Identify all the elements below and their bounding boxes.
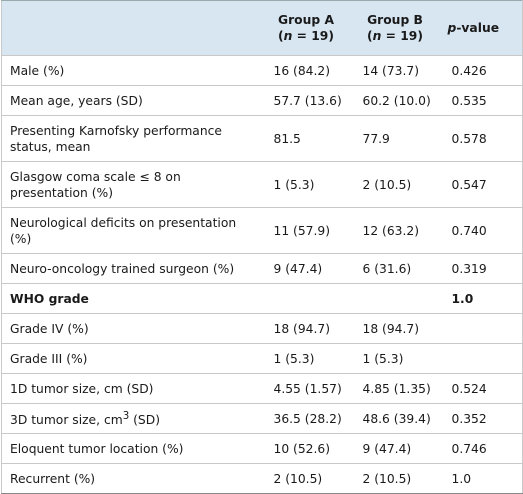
label-part: 3D tumor size, cm	[10, 413, 123, 428]
table-row: 1D tumor size, cm (SD) 4.55 (1.57) 4.85 (1…	[1, 373, 523, 404]
label-part: (SD)	[129, 413, 160, 428]
table-row: Mean age, years (SD) 57.7 (13.6) 60.2 (10.…	[1, 85, 523, 116]
value-cell: 10 (52.6)	[261, 433, 351, 464]
table-row: Presenting Karnofsky performance status,…	[1, 115, 523, 162]
header-cell	[1, 0, 262, 56]
value-cell: 1 (5.3)	[261, 161, 351, 208]
table-header: Group A (n = 19) Group B (n = 19) p-value	[1, 0, 523, 56]
n-symbol: n	[372, 29, 382, 43]
row-label: Grade III (%)	[1, 343, 262, 374]
n-symbol: n	[283, 29, 293, 43]
value-cell: 11 (57.9)	[261, 207, 351, 254]
row-label: Presenting Karnofsky performance status,…	[1, 115, 262, 162]
value-cell: 1 (5.3)	[350, 343, 440, 374]
value-cell	[261, 283, 351, 314]
value-cell: 81.5	[261, 115, 351, 162]
table-row: Recurrent (%) 2 (10.5) 2 (10.5) 1.0	[1, 463, 523, 494]
value-cell: 77.9	[350, 115, 440, 162]
value-cell: 16 (84.2)	[261, 55, 351, 86]
value-cell: 4.55 (1.57)	[261, 373, 351, 404]
value-cell: 0.578	[439, 115, 523, 162]
row-label: Recurrent (%)	[1, 463, 262, 494]
value-cell: 12 (63.2)	[350, 207, 440, 254]
group-name: Group B	[367, 13, 423, 27]
value-cell: 0.740	[439, 207, 523, 254]
p-symbol: p	[447, 21, 457, 35]
group-name: Group A	[278, 13, 334, 27]
value-cell: 1.0	[439, 283, 523, 314]
row-label: Mean age, years (SD)	[1, 85, 262, 116]
table-row: Grade IV (%) 18 (94.7) 18 (94.7)	[1, 313, 523, 344]
value-cell: 48.6 (39.4)	[350, 403, 440, 434]
value-cell: 60.2 (10.0)	[350, 85, 440, 116]
value-cell	[350, 283, 440, 314]
value-cell: 9 (47.4)	[261, 253, 351, 284]
table-row: Male (%) 16 (84.2) 14 (73.7) 0.426	[1, 55, 523, 86]
header-cell: Group B (n = 19)	[350, 0, 440, 56]
value-cell: 1 (5.3)	[261, 343, 351, 374]
row-label: Neuro-oncology trained surgeon (%)	[1, 253, 262, 284]
header-row: Group A (n = 19) Group B (n = 19) p-value	[1, 0, 523, 56]
value-cell: 6 (31.6)	[350, 253, 440, 284]
value-cell: 0.426	[439, 55, 523, 86]
p-rest: -value	[456, 21, 500, 35]
value-cell: 0.524	[439, 373, 523, 404]
value-cell: 14 (73.7)	[350, 55, 440, 86]
table-row: 3D tumor size, cm3 (SD) 36.5 (28.2) 48.6 (…	[1, 403, 523, 434]
value-cell: 0.319	[439, 253, 523, 284]
value-cell: 18 (94.7)	[350, 313, 440, 344]
table-row: Glasgow coma scale ≤ 8 on presentation (…	[1, 161, 523, 208]
row-label: Glasgow coma scale ≤ 8 on presentation (…	[1, 161, 262, 208]
value-cell: 0.535	[439, 85, 523, 116]
row-label: WHO grade	[1, 283, 262, 314]
table-row: Neuro-oncology trained surgeon (%) 9 (47.…	[1, 253, 523, 284]
table-row: Neurological deficits on presentation (%…	[1, 207, 523, 254]
table-row: Eloquent tumor location (%) 10 (52.6) 9 (4…	[1, 433, 523, 464]
value-cell: 4.85 (1.35)	[350, 373, 440, 404]
value-cell: 2 (10.5)	[261, 463, 351, 494]
n-rest: = 19)	[292, 29, 334, 43]
n-open: (	[367, 29, 373, 43]
value-cell: 57.7 (13.6)	[261, 85, 351, 116]
table-row: Grade III (%) 1 (5.3) 1 (5.3)	[1, 343, 523, 374]
header-cell: Group A (n = 19)	[261, 0, 351, 56]
value-cell: 18 (94.7)	[261, 313, 351, 344]
n-open: (	[278, 29, 284, 43]
value-cell: 0.547	[439, 161, 523, 208]
value-cell: 36.5 (28.2)	[261, 403, 351, 434]
value-cell: 0.746	[439, 433, 523, 464]
row-label: Male (%)	[1, 55, 262, 86]
row-label: 1D tumor size, cm (SD)	[1, 373, 262, 404]
value-cell: 2 (10.5)	[350, 463, 440, 494]
n-rest: = 19)	[381, 29, 423, 43]
value-cell: 2 (10.5)	[350, 161, 440, 208]
value-cell: 0.352	[439, 403, 523, 434]
value-cell: 1.0	[439, 463, 523, 494]
value-cell: 9 (47.4)	[350, 433, 440, 464]
row-label: Grade IV (%)	[1, 313, 262, 344]
value-cell	[439, 313, 523, 344]
table-body: Male (%) 16 (84.2) 14 (73.7) 0.426 Mean age,…	[1, 55, 523, 494]
row-label: 3D tumor size, cm3 (SD)	[1, 403, 262, 434]
table-row: WHO grade 1.0	[1, 283, 523, 314]
header-cell: p-value	[439, 0, 523, 56]
row-label: Neurological deficits on presentation (%…	[1, 207, 262, 254]
superscript: 3	[122, 410, 130, 423]
value-cell	[439, 343, 523, 374]
row-label: Eloquent tumor location (%)	[1, 433, 262, 464]
